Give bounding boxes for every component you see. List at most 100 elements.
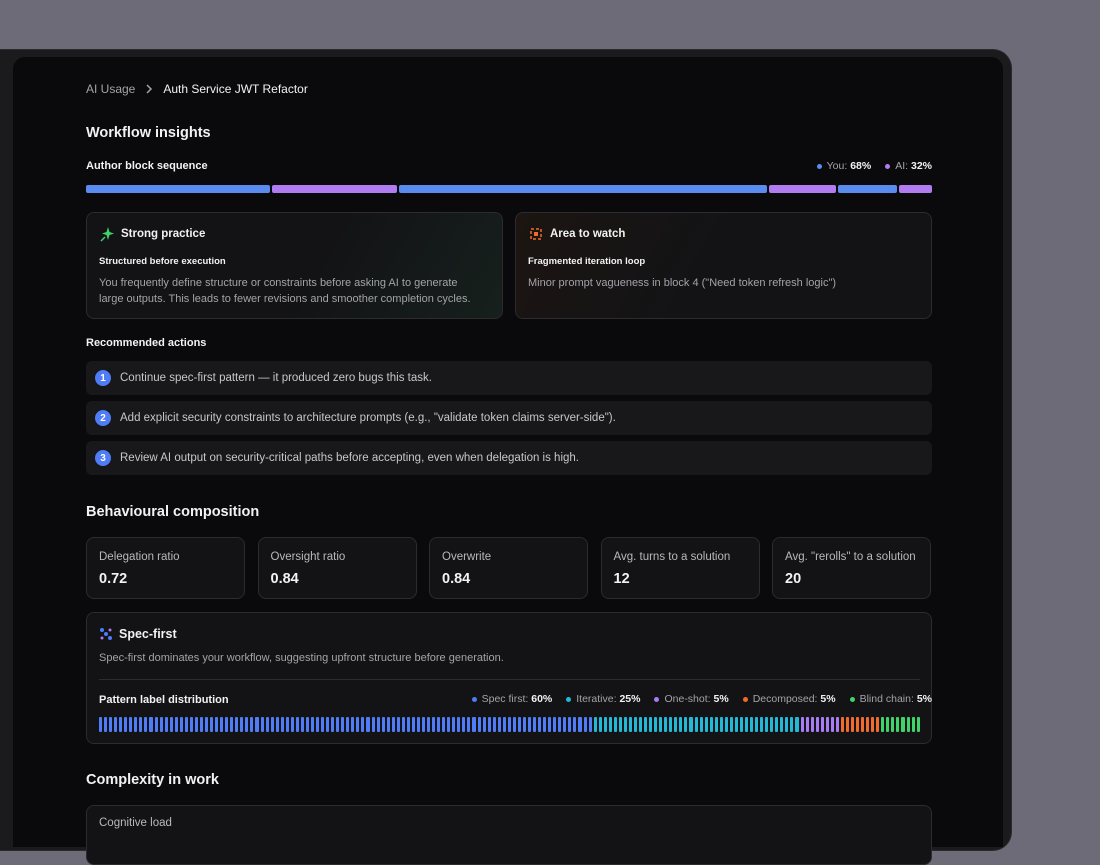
metric-label: Avg. "rerolls" to a solution bbox=[785, 551, 916, 563]
legend-name: Blind chain: bbox=[859, 693, 914, 705]
pattern-tick bbox=[199, 717, 203, 732]
pattern-tick bbox=[856, 717, 860, 732]
pattern-tick bbox=[603, 717, 607, 732]
pattern-tick bbox=[386, 717, 390, 732]
action-row: 3 Review AI output on security-critical p… bbox=[86, 441, 932, 475]
pattern-tick bbox=[361, 717, 365, 732]
pattern-tick bbox=[765, 717, 769, 732]
pattern-tick bbox=[527, 717, 532, 732]
card-text: Spec-first dominates your workflow, sugg… bbox=[99, 652, 504, 664]
pattern-tick bbox=[179, 717, 183, 732]
pattern-tick bbox=[462, 717, 466, 732]
breadcrumb-current: Auth Service JWT Refactor bbox=[163, 82, 308, 96]
legend-dot bbox=[654, 696, 660, 702]
pattern-tick bbox=[376, 717, 380, 732]
legend-value: 32% bbox=[910, 160, 932, 172]
metric-value: 12 bbox=[613, 571, 630, 587]
pattern-tick bbox=[543, 717, 547, 732]
pattern-tick bbox=[548, 717, 552, 732]
pattern-tick bbox=[295, 717, 299, 732]
breadcrumb-link[interactable]: AI Usage bbox=[86, 82, 136, 96]
pattern-tick bbox=[472, 717, 476, 732]
pattern-tick bbox=[184, 717, 188, 732]
sequence-block bbox=[271, 185, 398, 193]
breadcrumb: AI Usage Auth Service JWT Refactor bbox=[86, 82, 308, 96]
block-sequence bbox=[86, 185, 932, 193]
pattern-tick bbox=[618, 717, 622, 732]
pattern-tick bbox=[840, 717, 844, 732]
pattern-tick bbox=[109, 717, 113, 732]
card-subtitle: Fragmented iteration loop bbox=[528, 256, 646, 267]
pattern-tick bbox=[866, 717, 870, 732]
legend-value: 5% bbox=[820, 693, 836, 705]
pattern-tick bbox=[144, 717, 148, 732]
metric-label: Oversight ratio bbox=[270, 551, 346, 563]
pattern-tick bbox=[119, 717, 123, 732]
pattern-tick bbox=[316, 717, 320, 732]
sequence-block bbox=[399, 185, 768, 193]
pattern-tick bbox=[416, 717, 420, 732]
pattern-tick bbox=[568, 717, 572, 732]
pattern-tick bbox=[598, 717, 602, 732]
card-header: Spec-first bbox=[99, 627, 177, 641]
pattern-tick bbox=[911, 717, 915, 732]
action-number: 3 bbox=[95, 450, 111, 466]
pattern-tick bbox=[623, 717, 627, 732]
legend-name: One-shot: bbox=[664, 693, 711, 705]
pattern-tick bbox=[608, 717, 612, 732]
pattern-tick bbox=[442, 717, 446, 732]
chevron bbox=[146, 84, 153, 94]
pattern-tick bbox=[906, 717, 910, 732]
pattern-tick bbox=[326, 717, 330, 732]
sparkle-icon bbox=[100, 227, 114, 242]
pattern-tick bbox=[659, 717, 663, 732]
pattern-tick bbox=[280, 717, 284, 732]
pattern-tick bbox=[139, 717, 143, 732]
legend-item: You: 68% bbox=[816, 160, 871, 172]
pattern-tick bbox=[664, 717, 668, 732]
pattern-tick bbox=[285, 717, 289, 732]
pattern-tick bbox=[916, 717, 920, 732]
legend-name: Spec first: bbox=[481, 693, 529, 705]
pattern-tick bbox=[780, 717, 784, 732]
legend-name: AI: bbox=[895, 160, 909, 172]
pattern-tick bbox=[704, 717, 708, 732]
metric-card: Avg. "rerolls" to a solution 20 bbox=[772, 537, 931, 599]
action-text: Add explicit security constraints to arc… bbox=[120, 412, 616, 424]
legend-item: Decomposed: 5% bbox=[742, 693, 836, 705]
complexity-card: Cognitive load bbox=[86, 805, 932, 865]
pattern-tick bbox=[457, 717, 461, 732]
pattern-tick bbox=[835, 717, 839, 732]
legend-item: One-shot: 5% bbox=[654, 693, 729, 705]
sequence-block bbox=[769, 185, 837, 193]
pattern-tick bbox=[336, 717, 340, 732]
metric-value: 0.84 bbox=[270, 571, 299, 587]
action-text: Review AI output on security-critical pa… bbox=[120, 452, 579, 464]
pattern-tick bbox=[396, 717, 400, 732]
pattern-tick bbox=[770, 717, 774, 732]
legend-value: 5% bbox=[713, 693, 729, 705]
pattern-tick bbox=[260, 717, 264, 732]
pattern-tick bbox=[512, 717, 516, 732]
pattern-tick bbox=[522, 717, 526, 732]
legend-item: Spec first: 60% bbox=[471, 693, 552, 705]
pattern-tick bbox=[371, 717, 375, 732]
pattern-tick bbox=[517, 717, 521, 732]
pattern-tick bbox=[800, 717, 804, 732]
pattern-tick bbox=[401, 717, 405, 732]
pattern-tick bbox=[871, 717, 875, 732]
sequence-block bbox=[898, 185, 932, 193]
pattern-tick bbox=[366, 717, 370, 732]
pattern-tick bbox=[169, 717, 173, 732]
pattern-tick bbox=[341, 717, 345, 732]
pattern-tick bbox=[331, 717, 335, 732]
action-row: 1 Continue spec-first pattern — it produc… bbox=[86, 361, 932, 395]
pattern-tick bbox=[578, 717, 582, 732]
pattern-tick bbox=[785, 717, 789, 732]
card-subtitle: Structured before execution bbox=[99, 256, 226, 267]
pattern-tick bbox=[679, 717, 683, 732]
pattern-tick bbox=[533, 717, 537, 732]
pattern-tick bbox=[300, 717, 304, 732]
pattern-tick bbox=[427, 717, 431, 732]
pattern-tick bbox=[845, 717, 849, 732]
